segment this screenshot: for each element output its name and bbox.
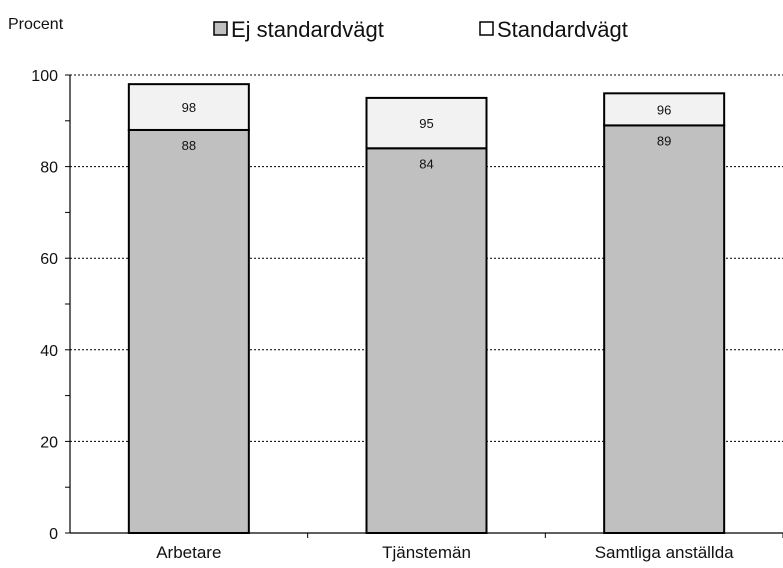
legend-swatch-ej-standardvagt [213, 21, 228, 36]
bars [127, 83, 726, 535]
bar-ej-standardvagt-2 [603, 124, 726, 534]
bar-standardvagt-0 [127, 83, 250, 131]
data-label-standardvagt-1: 95 [419, 116, 433, 131]
legend-swatch-standardvagt [479, 21, 494, 36]
bar-standardvagt-1 [365, 96, 488, 150]
data-label-standardvagt-0: 98 [182, 100, 196, 115]
legend: Ej standardvägt Standardvägt [213, 17, 628, 42]
data-label-standardvagt-2: 96 [657, 102, 671, 117]
labels: 0 20 40 60 80 100 98 88 Arbetare 95 84 Tjänstemän 96… [31, 68, 734, 562]
y-tick-label-80: 80 [40, 160, 58, 177]
y-tick-label-40: 40 [40, 343, 58, 360]
x-category-label-0: Arbetare [156, 543, 221, 562]
legend-label-standardvagt: Standardvägt [497, 17, 628, 42]
x-category-label-2: Samtliga anställda [595, 543, 734, 562]
legend-label-ej-standardvagt: Ej standardvägt [231, 17, 384, 42]
bar-ej-standardvagt-1 [365, 147, 488, 534]
y-axis-label: Procent [8, 16, 64, 33]
bar-ej-standardvagt-0 [127, 128, 250, 535]
y-tick-label-60: 60 [40, 251, 58, 268]
data-label-ej-standardvagt-1: 84 [419, 156, 433, 171]
bar-standardvagt-2 [603, 92, 726, 127]
y-tick-label-0: 0 [49, 526, 58, 543]
y-tick-label-100: 100 [31, 68, 58, 85]
data-label-ej-standardvagt-0: 88 [182, 138, 196, 153]
x-category-label-1: Tjänstemän [382, 543, 471, 562]
y-tick-label-20: 20 [40, 434, 58, 451]
data-label-ej-standardvagt-2: 89 [657, 133, 671, 148]
